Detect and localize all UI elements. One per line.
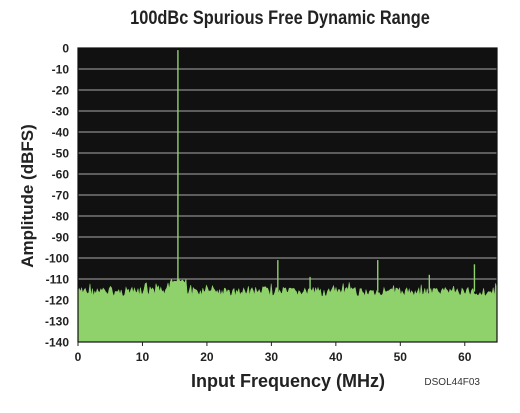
y-tick-label: -40 — [52, 126, 70, 140]
noise-floor-area — [77, 278, 498, 343]
y-tick-label: -10 — [52, 63, 70, 77]
x-tick-label: 40 — [329, 350, 343, 364]
x-axis-label: Input Frequency (MHz) — [191, 371, 385, 391]
figure-code: DSOL44F03 — [424, 377, 480, 388]
y-tick-label: -140 — [45, 336, 69, 350]
x-tick-label: 10 — [136, 350, 150, 364]
y-tick-label: -80 — [52, 210, 70, 224]
chart-title: 100dBc Spurious Free Dynamic Range — [130, 8, 430, 29]
y-tick-label: -70 — [52, 189, 70, 203]
x-tick-label: 20 — [200, 350, 214, 364]
y-tick-label: -30 — [52, 105, 70, 119]
y-tick-label: 0 — [62, 42, 69, 56]
x-tick-label: 0 — [75, 350, 82, 364]
y-tick-label: -100 — [45, 252, 69, 266]
y-tick-label: -120 — [45, 294, 69, 308]
x-tick-label: 30 — [265, 350, 279, 364]
plot-border — [77, 47, 498, 343]
y-tick-label: -60 — [52, 168, 70, 182]
y-tick-label: -130 — [45, 315, 69, 329]
y-tick-label: -110 — [46, 273, 70, 287]
x-tick-label: 60 — [458, 350, 472, 364]
x-tick-label: 50 — [394, 350, 408, 364]
y-tick-label: -20 — [52, 84, 70, 98]
y-tick-label: -90 — [52, 231, 70, 245]
y-tick-label: -50 — [52, 147, 70, 161]
